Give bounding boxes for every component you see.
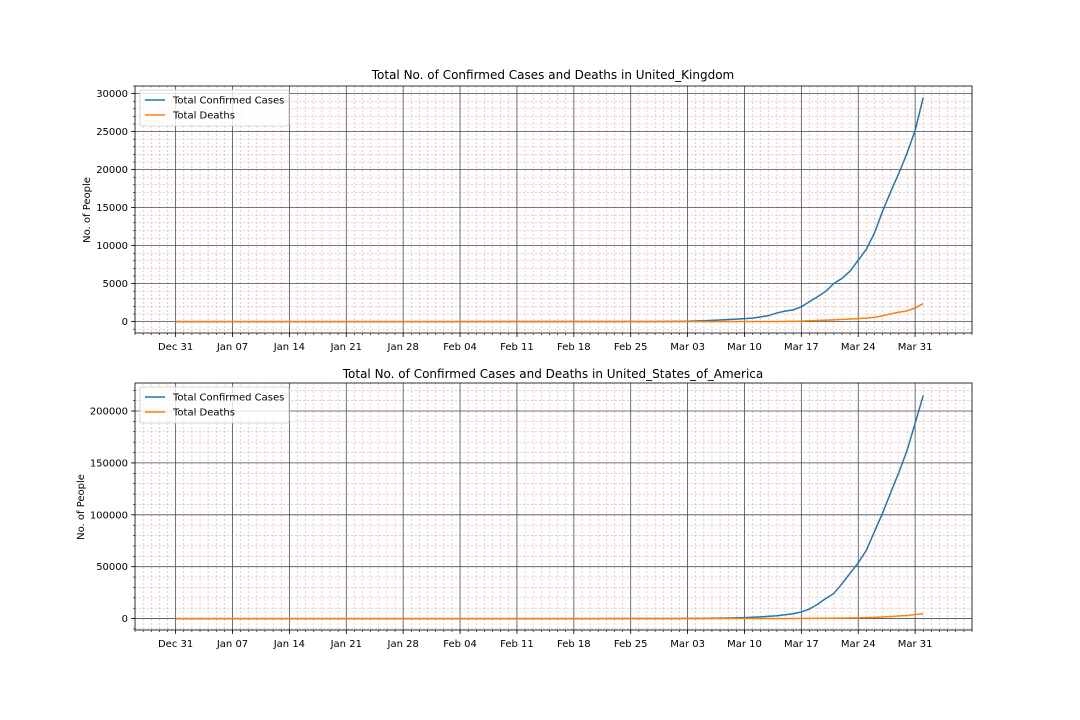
usa-x-tick-label: Feb 11 xyxy=(500,639,534,650)
uk-legend-label-deaths: Total Deaths xyxy=(172,111,235,122)
uk-y-tick-label: 5000 xyxy=(103,279,128,290)
uk-x-tick-label: Feb 04 xyxy=(443,342,477,353)
uk-x-tick-label: Mar 31 xyxy=(898,342,933,353)
usa-x-tick-label: Jan 07 xyxy=(216,639,248,650)
uk-x-tick-label: Jan 14 xyxy=(273,342,305,353)
uk-series-line-deaths xyxy=(175,303,924,323)
usa-x-tick-label: Jan 28 xyxy=(387,639,419,650)
usa-x-tick-label: Mar 17 xyxy=(784,639,819,650)
uk-y-tick-label: 25000 xyxy=(96,127,128,138)
uk-y-axis-label: No. of People xyxy=(82,177,93,243)
usa-x-tick-label: Feb 18 xyxy=(557,639,591,650)
usa-x-tick-label: Mar 10 xyxy=(727,639,762,650)
uk-grid xyxy=(135,86,972,333)
uk-x-tick-label: Feb 25 xyxy=(614,342,648,353)
uk-legend-box xyxy=(139,89,290,127)
usa-y-tick-label: 200000 xyxy=(90,407,128,418)
usa-series-line-deaths xyxy=(175,612,924,620)
usa-y-tick-label: 50000 xyxy=(96,562,128,573)
uk-x-tick-label: Dec 31 xyxy=(158,342,193,353)
usa-legend-label-confirmed-cases: Total Confirmed Cases xyxy=(172,393,284,404)
uk-y-tick-label: 10000 xyxy=(96,241,128,252)
usa-y-tick-label: 150000 xyxy=(90,458,128,469)
uk-x-tick-label: Mar 10 xyxy=(727,342,762,353)
usa-x-tick-label: Mar 03 xyxy=(670,639,705,650)
usa-legend-box xyxy=(139,386,290,424)
uk-x-tick-label: Jan 07 xyxy=(216,342,248,353)
uk-y-tick-label: 15000 xyxy=(96,203,128,214)
usa-legend: Total Confirmed Cases Total Deaths xyxy=(139,386,290,424)
usa-chart-panel: Total No. of Confirmed Cases and Deaths … xyxy=(76,367,973,650)
uk-x-tick-label: Jan 21 xyxy=(330,342,362,353)
uk-legend: Total Confirmed Cases Total Deaths xyxy=(139,89,290,127)
usa-x-tick-label: Dec 31 xyxy=(158,639,193,650)
usa-chart-title: Total No. of Confirmed Cases and Deaths … xyxy=(342,367,764,381)
usa-x-tick-label: Mar 24 xyxy=(841,639,876,650)
usa-x-tick-label: Feb 25 xyxy=(614,639,648,650)
usa-x-tick-label: Feb 04 xyxy=(443,639,477,650)
uk-chart-title: Total No. of Confirmed Cases and Deaths … xyxy=(371,68,735,82)
usa-grid xyxy=(135,383,972,630)
uk-chart-panel: Total No. of Confirmed Cases and Deaths … xyxy=(82,68,973,353)
uk-x-tick-label: Jan 28 xyxy=(387,342,419,353)
usa-plot-frame xyxy=(134,382,973,631)
uk-y-tick-label: 0 xyxy=(122,317,128,328)
uk-legend-label-confirmed-cases: Total Confirmed Cases xyxy=(172,96,284,107)
usa-legend-label-deaths: Total Deaths xyxy=(172,408,235,419)
usa-y-tick-label: 100000 xyxy=(90,510,128,521)
uk-x-tick-label: Mar 24 xyxy=(841,342,876,353)
uk-y-tick-label: 20000 xyxy=(96,165,128,176)
uk-x-tick-label: Feb 11 xyxy=(500,342,534,353)
uk-x-tick-label: Mar 03 xyxy=(670,342,705,353)
uk-y-tick-label: 30000 xyxy=(96,89,128,100)
usa-x-tick-label: Jan 21 xyxy=(330,639,362,650)
usa-x-tick-label: Mar 31 xyxy=(898,639,933,650)
usa-y-axis-label: No. of People xyxy=(76,474,87,540)
uk-plot-frame xyxy=(134,85,973,334)
uk-x-tick-label: Feb 18 xyxy=(557,342,591,353)
usa-y-tick-label: 0 xyxy=(122,614,128,625)
uk-x-tick-label: Mar 17 xyxy=(784,342,819,353)
usa-x-tick-label: Jan 14 xyxy=(273,639,305,650)
